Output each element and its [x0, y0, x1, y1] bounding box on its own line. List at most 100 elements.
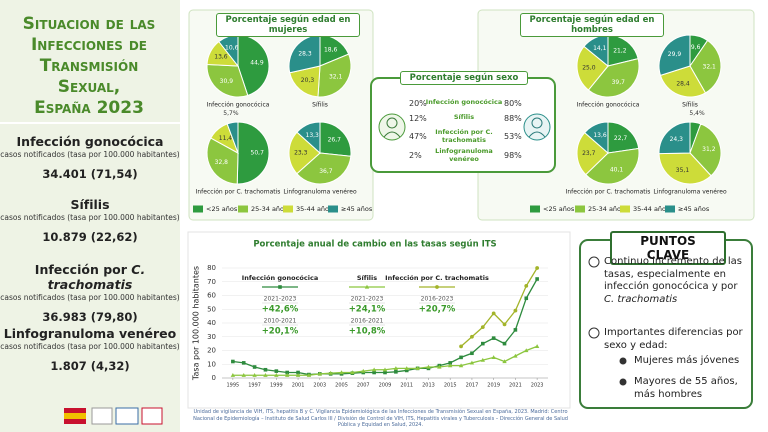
title-line: Infecciones de [30, 35, 147, 55]
legend-label: 35-44 años [633, 205, 670, 213]
slice-label: 5,4% [689, 110, 705, 117]
pie-slice [206, 63, 249, 98]
data-point [361, 368, 366, 373]
legend-marker [278, 285, 282, 289]
legend-swatch [620, 205, 630, 213]
legend-swatch [665, 205, 675, 213]
period-range: 2016-2023 [421, 296, 454, 303]
slice-label: 30,9 [220, 78, 234, 85]
legend-label: ≥45 años [678, 205, 710, 213]
data-point [263, 372, 268, 377]
data-point [513, 353, 518, 358]
legend-marker [435, 285, 439, 289]
period-change: +24,1% [349, 305, 386, 315]
period-range: 2016-2021 [351, 318, 384, 325]
slice-label: 36,7 [319, 168, 333, 175]
data-point [295, 372, 301, 377]
footer: Unidad de vigilancia de VIH, ITS, hepati… [193, 409, 568, 428]
item-value: 10.879 (22,62) [42, 230, 138, 244]
key-point: Continuo incremento de las tasas, especi… [604, 256, 744, 306]
data-point [285, 370, 289, 375]
bullet-icon [588, 327, 600, 339]
pie-title: Linfogranuloma venéreo [283, 189, 357, 196]
data-point [469, 360, 475, 365]
legend-label: <25 años [206, 205, 238, 213]
women-share: 2% [409, 151, 422, 160]
data-point [480, 325, 485, 330]
x-tick-label: 2003 [313, 383, 326, 389]
key-subpoint: Mayores de 55 años, más hombres [634, 376, 738, 400]
data-point [534, 344, 540, 348]
slice-label: 26,7 [328, 137, 342, 144]
y-tick-label: 10 [207, 360, 216, 368]
legend-label: Sífilis [357, 274, 377, 282]
legend-label: ≥45 años [341, 205, 373, 213]
key-point: Importantes diferencias por sexo y edad: [604, 327, 743, 351]
logo [91, 407, 113, 425]
slice-label: 11,4 [219, 135, 233, 142]
men-share: 80% [504, 99, 522, 108]
period-change: +42,6% [262, 305, 299, 315]
data-point [274, 369, 279, 373]
pie-slice [583, 121, 609, 155]
data-point [372, 370, 376, 375]
item-name-text: Infección por [34, 262, 127, 277]
data-point [491, 355, 496, 359]
slice-label: 29,9 [668, 51, 682, 58]
pie-title: Sífilis [312, 102, 328, 109]
data-point [231, 359, 235, 364]
slice-label: 14,1 [593, 45, 607, 52]
x-tick-label: 2013 [422, 383, 435, 389]
panel-title: Porcentaje según edad en hombres [520, 13, 664, 37]
slice-label: 18,6 [324, 47, 338, 54]
sub-bullet [619, 357, 627, 365]
data-point [263, 367, 268, 372]
slice-label: 32,1 [329, 74, 343, 81]
legend-swatch [575, 205, 585, 213]
data-point [404, 368, 409, 373]
key-subpoint: Mujeres más jóvenes [634, 355, 740, 366]
pie-slice [689, 39, 722, 94]
slice-label: 13,6 [214, 54, 228, 61]
woman-icon-head [386, 117, 398, 129]
data-point [241, 361, 246, 365]
x-tick-label: 2015 [444, 383, 457, 389]
data-point [371, 367, 377, 372]
item-note: casos notificados (tasa por 100.000 habi… [0, 293, 180, 302]
legend-swatch [238, 205, 248, 213]
period-range: 2021-2023 [264, 296, 297, 303]
data-point [394, 370, 398, 374]
y-axis-label: Tasa por 100.000 habitantes [192, 266, 201, 381]
man-icon-head [531, 117, 543, 129]
x-tick-label: 1999 [270, 383, 283, 389]
separator [0, 122, 180, 124]
data-point [470, 334, 474, 339]
x-tick-label: 1995 [226, 383, 239, 389]
slice-label: 13,3 [306, 132, 320, 139]
man-icon [523, 113, 551, 141]
slice-label: 5,7% [223, 110, 239, 117]
men-share: 88% [504, 114, 522, 123]
data-point [306, 372, 312, 377]
item-name: Linfogranuloma venéreo [3, 326, 177, 341]
summary-item: Infección por C. trachomatis casos notif… [0, 262, 180, 324]
data-point [350, 370, 355, 375]
pie-slice [689, 123, 722, 177]
y-tick-label: 80 [207, 264, 216, 272]
pie-slice [319, 121, 352, 157]
pie-title: Infección gonocócica [577, 102, 640, 109]
pie-title: Infección gonocócica [207, 102, 270, 109]
slice-label: 31,2 [702, 146, 716, 153]
slice-label: 22,7 [614, 135, 628, 142]
period-range: 2010-2021 [264, 318, 297, 325]
data-point [448, 363, 453, 368]
chart-title: Porcentaje anual de cambio en las tasas … [253, 240, 496, 250]
slice-label: 28,4 [676, 80, 690, 87]
pie-slice [226, 121, 239, 154]
men-share: 98% [504, 151, 522, 160]
data-point [513, 308, 518, 313]
item-note: casos notificados (tasa por 100.000 habi… [0, 342, 180, 351]
data-point [524, 283, 529, 288]
data-point [383, 370, 387, 375]
